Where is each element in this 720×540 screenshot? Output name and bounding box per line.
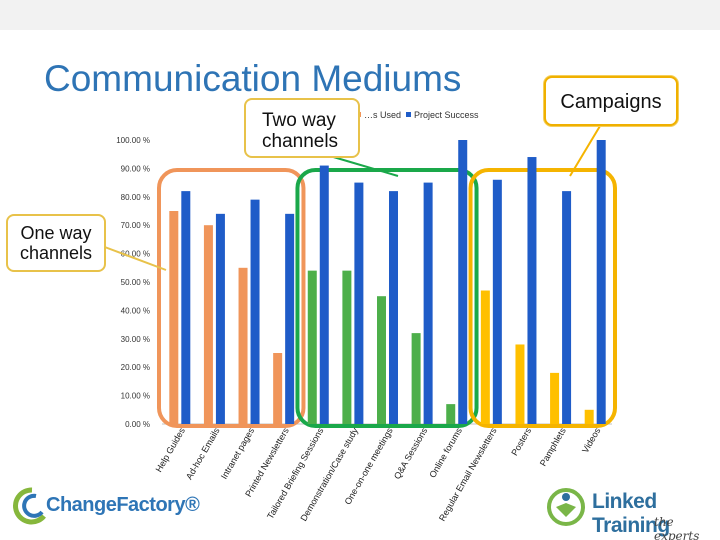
linked-training-tagline: the experts [654, 515, 700, 540]
bar-project-success [527, 157, 537, 425]
bar-project-success [319, 165, 329, 424]
x-tick-label: Q&A Sessions [392, 426, 430, 481]
y-tick-label: 0.00 % [125, 420, 150, 429]
x-tick-label: Posters [509, 426, 533, 458]
callout-two-way-pointer [329, 155, 399, 177]
y-tick-label: 60.00 % [121, 250, 150, 259]
y-tick-label: 50.00 % [121, 278, 150, 287]
bar-project-success [354, 182, 364, 424]
y-tick-label: 70.00 % [121, 221, 150, 230]
legend-label-used: …s Used [364, 110, 401, 120]
bar-used [550, 372, 560, 424]
bar-project-success [423, 182, 433, 424]
bar-project-success [596, 140, 606, 424]
x-tick-label: Videos [580, 426, 603, 455]
linked-training-logo-text: Linked Training [592, 490, 670, 537]
bar-used [203, 225, 213, 424]
bar-project-success [562, 191, 572, 424]
bar-used [584, 409, 594, 424]
bar-used [169, 211, 179, 424]
bar-used [446, 404, 456, 424]
slide-title: Communication Mediums [44, 58, 462, 99]
changefactory-logo-icon [13, 487, 46, 525]
y-tick-label: 20.00 % [121, 363, 150, 372]
bar-project-success [492, 179, 502, 424]
y-tick-label: 40.00 % [121, 306, 150, 315]
callout-one-way-pointer [101, 245, 167, 271]
x-tick-label: Intranet pages [219, 426, 257, 481]
callout-one-way: One way channels [6, 214, 106, 272]
bar-used [480, 290, 490, 424]
bar-project-success [458, 140, 468, 424]
y-tick-label: 100.00 % [116, 136, 150, 145]
bar-project-success [215, 213, 225, 424]
linked-training-logo-icon [547, 488, 585, 526]
top-band [0, 0, 720, 30]
bar-project-success [181, 191, 191, 424]
bar-used [411, 333, 421, 424]
callout-campaigns-pointer [569, 125, 601, 177]
bar-used [342, 270, 352, 424]
y-tick-label: 30.00 % [121, 335, 150, 344]
changefactory-logo-text: ChangeFactory® [46, 494, 200, 516]
group-frame-1 [295, 168, 479, 428]
y-tick-label: 80.00 % [121, 193, 150, 202]
bar-project-success [250, 199, 260, 424]
bar-used [273, 353, 283, 424]
legend-label-project-success: Project Success [414, 110, 479, 120]
bar-project-success [389, 191, 398, 424]
x-tick-label: Online forums [427, 426, 464, 480]
callout-two-way: Two way channels [244, 98, 360, 158]
bar-used [307, 270, 317, 424]
x-tick-label: Help Guides [154, 426, 188, 474]
group-frame-2 [468, 168, 617, 428]
bar-project-success [285, 213, 295, 424]
x-tick-label: Pamphlets [538, 426, 568, 468]
bar-used [377, 296, 386, 424]
bar-used [515, 344, 525, 424]
group-frame-0 [157, 168, 306, 428]
y-tick-label: 90.00 % [121, 164, 150, 173]
y-tick-label: 10.00 % [121, 392, 150, 401]
bar-used [238, 267, 248, 424]
legend-swatch-project-success [406, 112, 411, 117]
callout-campaigns: Campaigns [544, 76, 678, 126]
x-tick-label: Ad-hoc Emails [184, 426, 222, 482]
